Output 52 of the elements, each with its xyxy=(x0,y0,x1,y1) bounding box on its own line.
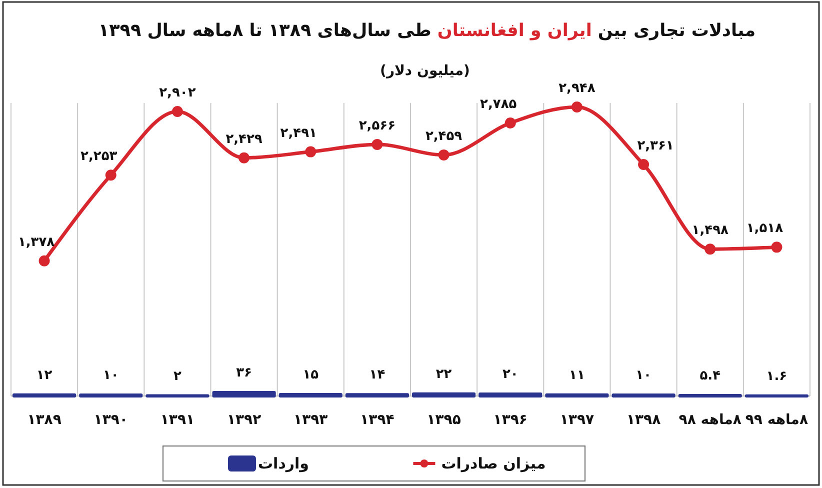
x-tick-label: ۱۳۹۸ xyxy=(626,412,662,428)
point xyxy=(704,244,716,255)
x-tick-label: ۱۳۹۷ xyxy=(560,412,594,428)
data-label: ۲,۴۵۹ xyxy=(425,128,462,144)
point xyxy=(105,170,116,181)
data-label: ۱۰ xyxy=(102,368,119,384)
data-label: ۲۲ xyxy=(436,366,452,382)
data-label: ۲,۵۶۶ xyxy=(358,118,396,134)
data-label: ۲۰ xyxy=(502,367,518,382)
data-label: ۱۱ xyxy=(569,368,585,383)
point xyxy=(38,255,50,266)
point xyxy=(771,242,782,253)
x-tick-label: ۱۳۹۶ xyxy=(493,412,528,428)
x-tick-label: ۱۳۹۴ xyxy=(360,412,395,428)
point xyxy=(638,159,650,170)
x-tick-label: ۱۳۹۵ xyxy=(426,412,462,428)
chart-subtitle: (میلیون دلار) xyxy=(380,63,470,79)
data-label: ۲,۴۹۱ xyxy=(280,126,317,141)
data-label: ۵.۴ xyxy=(700,368,721,384)
x-tick-label: ۱۳۹۱ xyxy=(160,412,195,428)
x-tick-label: ۱۳۹۳ xyxy=(294,412,328,428)
point xyxy=(238,152,250,164)
x-tick-label: ۱۳۹۰ xyxy=(94,412,128,428)
data-label: ۲,۷۸۵ xyxy=(480,96,517,112)
point xyxy=(305,146,316,158)
data-label: ۲,۹۴۸ xyxy=(558,81,596,96)
x-tick-label: ۱۳۸۹ xyxy=(27,412,62,428)
x-tick-label: ۸ماهه ۹۸ xyxy=(678,412,742,428)
data-label: ۳۶ xyxy=(236,365,252,380)
data-label: ۱۲ xyxy=(36,368,52,383)
data-label: ۱۰ xyxy=(636,368,652,384)
data-label: ۲,۹۰۲ xyxy=(159,86,196,101)
x-tick-label: ۱۳۹۲ xyxy=(226,412,262,428)
data-label: ۲,۳۶۱ xyxy=(637,138,674,154)
legend-label: واردات xyxy=(258,454,310,472)
chart-title: مبادلات تجاری بین ایران و افغانستان طی سال‌های ۱۳۸۹ تا ۸ماهه سال ۱۳۹۹ xyxy=(98,21,756,41)
point xyxy=(438,149,450,160)
point xyxy=(372,138,383,150)
data-label: ۱.۶ xyxy=(766,368,788,384)
point xyxy=(172,106,183,118)
x-tick-label: ۸ماهه ۹۹ xyxy=(745,412,808,428)
point xyxy=(571,102,582,112)
data-label: ۱,۳۷۸ xyxy=(18,234,55,250)
data-label: ۲,۲۵۳ xyxy=(80,149,118,164)
data-label: ۱۴ xyxy=(369,368,386,383)
point xyxy=(504,117,516,128)
data-label: ۱,۵۱۸ xyxy=(746,221,784,236)
legend-label: میزان صادرات xyxy=(441,454,546,472)
data-label: ۱,۴۹۸ xyxy=(692,223,729,238)
data-label: ۱۵ xyxy=(302,368,319,383)
data-label: ۲ xyxy=(173,368,182,384)
data-label: ۲,۴۲۹ xyxy=(226,132,262,147)
